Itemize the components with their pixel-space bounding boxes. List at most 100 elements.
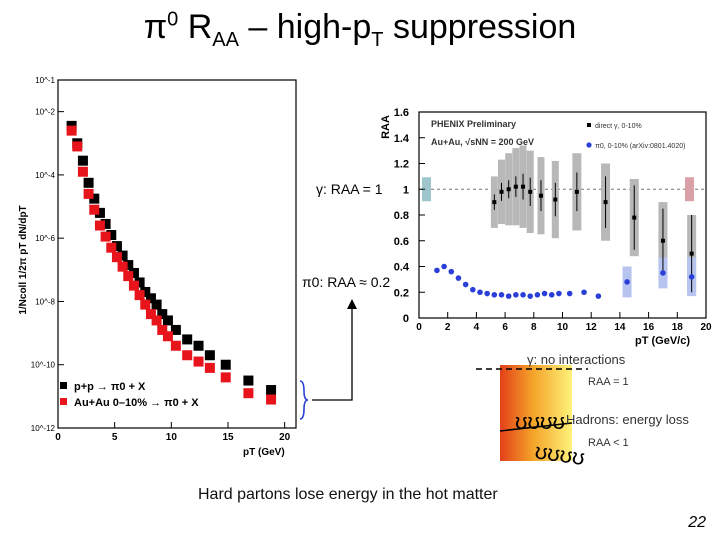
raa-title: PHENIX Preliminary — [431, 119, 516, 129]
legend-label-pp: p+p → π0 + X — [74, 381, 146, 393]
pp-point — [157, 309, 168, 320]
gluon-radiation-top: ʊʊʊʊ — [515, 409, 565, 434]
page-number: 22 — [688, 514, 706, 531]
spectra-y-tick-label: 10^-4 — [35, 171, 55, 180]
pi0-raa-point — [624, 279, 630, 285]
caption: Hard partons lose energy in the hot matt… — [198, 486, 498, 503]
spectra-frame — [57, 79, 297, 429]
raa-y-tick-label: 1 — [403, 184, 409, 196]
spectra-y-tick-label: 10^-6 — [35, 234, 55, 243]
spectra-y-tick-label: 10^-2 — [35, 108, 55, 117]
cartoon: ʊʊʊʊ ʊʊʊʊ — [299, 299, 588, 470]
pi0-raa-point — [595, 293, 602, 299]
raa-x-tick-label: 8 — [531, 322, 537, 333]
pp-point — [89, 193, 100, 204]
direct-gamma-point — [660, 238, 665, 243]
pi0-raa-point — [441, 263, 447, 270]
direct-gamma-point — [499, 189, 504, 194]
fireball — [500, 365, 572, 461]
legend-marker-auau — [60, 398, 67, 405]
pp-point — [145, 293, 156, 304]
raa-x-tick-label: 12 — [586, 322, 598, 333]
spectra-y-label: 1/Ncoll 1/2π pT dN/dpT — [18, 205, 29, 314]
norm-box-right — [685, 177, 694, 202]
pi0-raa-point — [462, 281, 469, 288]
auau-point — [243, 388, 254, 399]
pi0-raa-point — [548, 292, 555, 298]
auau-point — [170, 340, 181, 351]
pi0-raa-point — [434, 267, 440, 274]
raa-y-tick-label: 0.8 — [394, 210, 409, 222]
pp-point — [94, 207, 105, 218]
pp-point — [170, 324, 181, 335]
pi0-raa-point — [477, 289, 483, 296]
auau-point — [140, 299, 151, 310]
auau-point — [100, 231, 111, 242]
auau-point — [220, 372, 231, 383]
pp-point — [117, 250, 128, 261]
spectra-x-tick-label: 5 — [112, 432, 118, 443]
spectra-x-label: pT (GeV) — [243, 447, 285, 458]
direct-gamma-point — [632, 215, 637, 220]
raa-x-tick-label: 2 — [445, 322, 451, 333]
pp-point — [128, 267, 139, 278]
direct-gamma-point — [492, 200, 497, 205]
raa-x-tick-label: 20 — [700, 322, 712, 333]
pp-point — [162, 315, 173, 326]
pi0-raa-annotation: π0: RAA ≈ 0.2 — [300, 274, 393, 290]
raa-x-tick-label: 16 — [643, 322, 655, 333]
pp-point — [204, 350, 215, 361]
legend-label-direct-gamma: direct γ, 0-10% — [595, 123, 642, 130]
auau-point — [182, 350, 193, 361]
direct-gamma-point — [574, 189, 579, 194]
auau-point — [128, 280, 139, 291]
spectra-x-tick-label: 15 — [222, 432, 234, 443]
auau-point — [83, 188, 94, 199]
spectra-chart: 0 5 10 15 20 10^-1 10^-2 10^-4 10^-6 10^-8 10^-10 1… — [18, 76, 297, 458]
spectra-y-tick-label: 10^-12 — [31, 424, 56, 433]
auau-point — [106, 242, 117, 253]
raa-y-tick-label: 1.4 — [394, 133, 410, 145]
pp-point — [100, 218, 111, 229]
raa-y-tick-label: 0.4 — [394, 262, 410, 274]
direct-gamma-point — [513, 184, 518, 189]
spectra-y-tick-label: 10^-10 — [31, 361, 56, 370]
pi0-raa-point — [491, 292, 498, 298]
spectra-x-tick-label: 0 — [55, 432, 61, 443]
pi0-raa-point — [566, 290, 573, 297]
pi0-raa-point — [484, 290, 490, 297]
auau-point — [72, 141, 83, 152]
auau-point — [123, 271, 134, 282]
direct-gamma-point — [528, 189, 533, 194]
raa-y-label: RAA — [380, 115, 392, 139]
pi0-raa-point — [448, 268, 455, 275]
spectra-x-tick-label: 10 — [166, 432, 178, 443]
auau-point — [111, 252, 122, 263]
direct-gamma-point — [521, 184, 526, 189]
pi0-raa-point — [688, 274, 695, 280]
auau-point — [151, 315, 162, 326]
pi0-raa-point — [470, 286, 476, 293]
raa-subtitle: Au+Au, √sNN = 200 GeV — [431, 137, 534, 147]
pi0-raa-point — [455, 275, 462, 281]
pp-point — [193, 340, 204, 351]
pi0-raa-point — [520, 292, 526, 298]
raa-equals-one-label: RAA = 1 — [588, 376, 629, 388]
raa-y-tick-label: 0.6 — [394, 236, 409, 248]
auau-point — [193, 356, 204, 367]
raa-y-tick-label: 1.2 — [394, 159, 409, 171]
pi0-raa-point — [513, 292, 519, 298]
raa-x-label: pT (GeV/c) — [635, 335, 690, 347]
raa-x-tick-label: 0 — [416, 322, 422, 333]
auau-point — [157, 324, 168, 335]
arrow-line — [312, 305, 353, 401]
raa-x-tick-label: 14 — [614, 322, 626, 333]
pi0-raa-point — [581, 289, 587, 296]
direct-gamma-point — [506, 187, 511, 192]
pi0-raa-point — [505, 293, 512, 299]
auau-point — [77, 166, 88, 177]
pp-point — [111, 241, 122, 252]
gamma-raa-annotation: γ: RAA = 1 — [314, 181, 385, 197]
raa-x-tick-label: 4 — [474, 322, 480, 333]
gluon-radiation-bottom: ʊʊʊʊ — [533, 438, 586, 470]
